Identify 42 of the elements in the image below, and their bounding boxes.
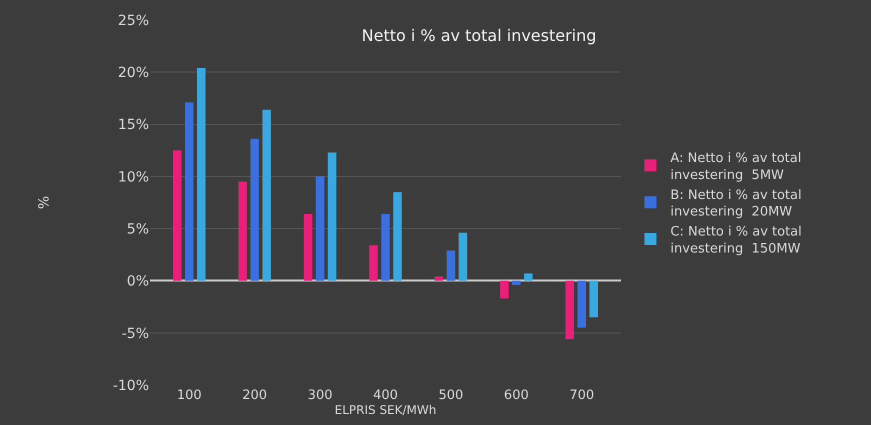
bar	[381, 214, 390, 281]
bar	[185, 102, 194, 281]
bar	[250, 138, 259, 281]
x-tick-label: 700	[569, 388, 594, 403]
x-tick-label: 300	[308, 388, 332, 403]
y-tick-label: 10%	[118, 169, 149, 186]
y-axis-title: %	[36, 196, 52, 210]
bar	[262, 110, 271, 281]
chart-title: Netto i % av total investering	[362, 26, 596, 45]
legend-label: C: Netto i % av total investering 150MW	[670, 224, 802, 257]
x-tick-label: 100	[176, 388, 202, 403]
legend-label: A: Netto i % av total investering 5MW	[670, 151, 802, 183]
bar	[393, 192, 402, 281]
bar	[458, 232, 468, 281]
x-tick-label: 600	[504, 388, 529, 403]
bar	[566, 280, 574, 340]
bar	[196, 68, 206, 281]
y-tick-label: -10%	[112, 378, 149, 394]
x-tick-label: 200	[242, 388, 268, 403]
y-tick-label: -5%	[122, 326, 149, 342]
legend-label: B: Netto i % av total investering 20MW	[670, 188, 802, 220]
y-tick-label: 25%	[118, 12, 149, 29]
bar	[173, 150, 182, 281]
bar	[238, 182, 247, 281]
bar	[500, 280, 509, 298]
bar	[304, 214, 312, 281]
x-axis-title: ELPRIS SEK/MWh	[334, 403, 436, 417]
bar	[589, 280, 598, 318]
bar	[446, 250, 456, 281]
bar	[512, 280, 521, 285]
y-tick-label: 15%	[118, 117, 149, 134]
y-tick-label: 0%	[126, 274, 149, 290]
bar	[316, 176, 324, 281]
x-tick-label: 400	[373, 388, 398, 403]
y-tick-label: 5%	[126, 221, 149, 238]
y-tick-label: 20%	[118, 65, 149, 82]
bar	[524, 273, 533, 281]
x-tick-label: 500	[438, 388, 464, 403]
bar	[328, 152, 336, 281]
bar	[434, 276, 444, 281]
bar	[369, 245, 378, 281]
bar	[578, 280, 586, 328]
